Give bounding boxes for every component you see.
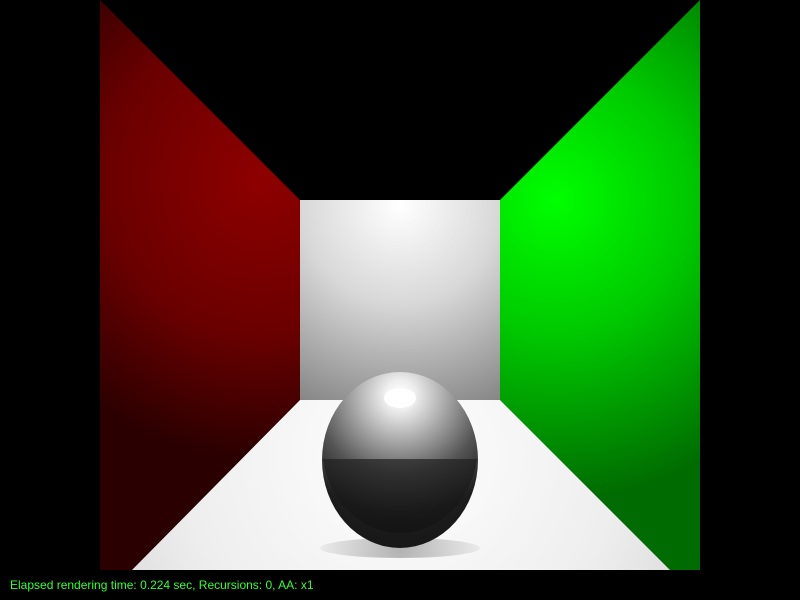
render-status-text: Elapsed rendering time: 0.224 sec, Recur… [10, 578, 314, 592]
left-wall [100, 0, 300, 570]
sphere-highlight [384, 388, 416, 408]
right-wall [500, 0, 700, 570]
sphere-lower-shade [323, 459, 477, 533]
back-wall [300, 200, 500, 400]
